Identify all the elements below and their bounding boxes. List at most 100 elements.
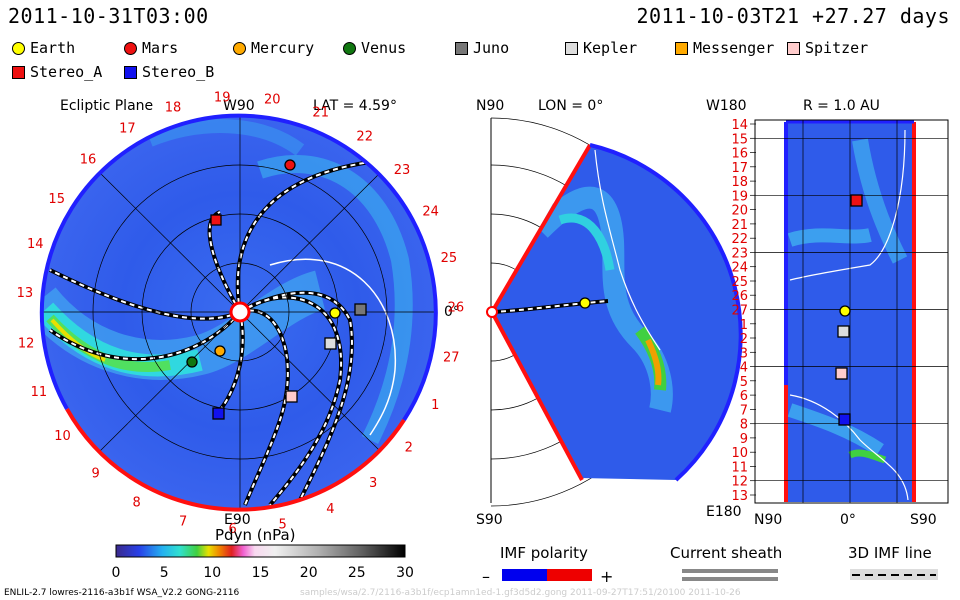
rotation-label: 11 bbox=[31, 385, 48, 400]
legend-stereo-b: Stereo_B bbox=[124, 63, 214, 81]
imf-plus: + bbox=[600, 567, 613, 586]
rotation-label: 10 bbox=[54, 429, 71, 444]
legend-venus: Venus bbox=[343, 39, 406, 57]
rotation-label: 8 bbox=[132, 496, 140, 511]
rotation-label: 14 bbox=[27, 237, 44, 252]
rotation-label: 17 bbox=[119, 122, 136, 137]
meridional-top-label: N90 bbox=[476, 98, 504, 114]
colorbar-tick: 25 bbox=[348, 565, 366, 581]
imf3d-label: 3D IMF line bbox=[848, 544, 932, 562]
imf-plus-swatch bbox=[547, 569, 592, 581]
radial-y-label: 14 bbox=[731, 118, 748, 133]
radial-y-label: 26 bbox=[731, 289, 748, 304]
rotation-label: 13 bbox=[17, 286, 34, 301]
radial-y-label: 5 bbox=[740, 375, 748, 390]
marker-stereo-b-radial bbox=[838, 413, 851, 426]
marker-earth bbox=[329, 307, 341, 319]
rotation-label: 7 bbox=[179, 514, 187, 529]
imf3d-legend: 3D IMF line bbox=[848, 544, 938, 580]
colorbar-tick: 30 bbox=[396, 565, 414, 581]
radial-y-label: 11 bbox=[731, 461, 748, 476]
radial-y-label: 21 bbox=[731, 218, 748, 233]
footer-model-info: ENLIL-2.7 lowres-2116-a3b1f WSA_V2.2 GON… bbox=[4, 588, 240, 598]
radial-y-label: 3 bbox=[740, 346, 748, 361]
rotation-label: 27 bbox=[443, 351, 460, 366]
colorbar-tick: 10 bbox=[203, 565, 221, 581]
colorbar-ticks: 0 5 10 15 20 25 30 bbox=[112, 565, 414, 581]
radial-bottom-label: E180 bbox=[706, 504, 742, 520]
rotation-label: 21 bbox=[312, 106, 329, 121]
radial-y-label: 15 bbox=[731, 132, 748, 147]
panel-meridional: N90 LON = 0° S90 0° bbox=[476, 98, 743, 528]
radial-y-label: 1 bbox=[740, 318, 748, 333]
rotation-label: 4 bbox=[326, 502, 334, 517]
rotation-label: 9 bbox=[92, 467, 100, 482]
radial-y-label: 10 bbox=[731, 446, 748, 461]
legend-messenger: Messenger bbox=[675, 39, 774, 57]
rotation-label: 3 bbox=[369, 476, 377, 491]
radial-y-labels: 1415161718192021222324252627123456789101… bbox=[731, 118, 748, 504]
colorbar: Pdyn (nPa) 0 5 10 15 20 25 30 bbox=[112, 526, 414, 581]
radial-y-label: 19 bbox=[731, 189, 748, 204]
radial-y-label: 9 bbox=[740, 432, 748, 447]
legend-mars: Mars bbox=[124, 39, 178, 57]
radial-x-label-s: S90 bbox=[910, 512, 937, 528]
radial-x-label-0: 0° bbox=[840, 512, 856, 528]
marker-stereo-a bbox=[210, 214, 222, 226]
radial-x-label-n: N90 bbox=[754, 512, 782, 528]
marker-mars bbox=[284, 159, 296, 171]
radial-y-label: 27 bbox=[731, 304, 748, 319]
rotation-label: 5 bbox=[279, 518, 287, 533]
radial-y-label: 17 bbox=[731, 161, 748, 176]
radial-y-label: 25 bbox=[731, 275, 748, 290]
ecliptic-bottom-label: E90 bbox=[224, 512, 251, 528]
rotation-label: 18 bbox=[165, 101, 182, 116]
meridional-title: LON = 0° bbox=[538, 98, 603, 114]
radial-y-label: 2 bbox=[740, 332, 748, 347]
rotation-label: 2 bbox=[405, 441, 413, 456]
meridional-bottom-label: S90 bbox=[476, 512, 503, 528]
rotation-label: 26 bbox=[448, 301, 465, 316]
panel-radial: W180 R = 1.0 AU E180 N90 0° S90 14151617… bbox=[706, 98, 949, 528]
legend-stereo-a: Stereo_A bbox=[12, 63, 102, 81]
radial-y-label: 8 bbox=[740, 418, 748, 433]
rotation-label: 25 bbox=[441, 251, 458, 266]
imf-minus-swatch bbox=[502, 569, 547, 581]
rotation-label: 22 bbox=[356, 130, 373, 145]
marker-earth-meridional bbox=[579, 297, 591, 309]
marker-stereo-b bbox=[212, 407, 225, 420]
marker-earth-radial bbox=[839, 305, 851, 317]
radial-title: R = 1.0 AU bbox=[803, 98, 880, 114]
rotation-label: 16 bbox=[80, 153, 97, 168]
rotation-label: 19 bbox=[214, 91, 231, 106]
imf-label: IMF polarity bbox=[500, 544, 588, 562]
header-run-info: 2011-10-03T21 +27.27 days bbox=[636, 4, 950, 28]
radial-y-label: 16 bbox=[731, 147, 748, 162]
radial-y-label: 20 bbox=[731, 204, 748, 219]
marker-stereo-a-radial bbox=[850, 194, 863, 207]
imf-minus: – bbox=[482, 567, 490, 586]
marker-spitzer-radial bbox=[835, 367, 848, 380]
marker-kepler bbox=[324, 337, 337, 350]
radial-y-label: 4 bbox=[740, 361, 748, 376]
legend-juno: Juno bbox=[455, 39, 509, 57]
rotation-label: 23 bbox=[394, 163, 411, 178]
colorbar-tick: 20 bbox=[300, 565, 318, 581]
ecliptic-title: Ecliptic Plane bbox=[60, 98, 153, 114]
sheath-label: Current sheath bbox=[670, 544, 782, 562]
marker-juno bbox=[354, 303, 367, 316]
radial-y-label: 13 bbox=[731, 489, 748, 504]
ecliptic-lat: LAT = 4.59° bbox=[313, 98, 397, 114]
radial-y-label: 6 bbox=[740, 389, 748, 404]
rotation-labels: 2021222324252627123456789101112131415161… bbox=[17, 91, 465, 537]
legend-mercury: Mercury bbox=[233, 39, 314, 57]
radial-y-label: 7 bbox=[740, 403, 748, 418]
radial-top-label: W180 bbox=[706, 98, 747, 114]
rotation-label: 20 bbox=[264, 92, 281, 107]
rotation-label: 1 bbox=[431, 398, 439, 413]
current-sheath-legend: Current sheath bbox=[670, 544, 782, 581]
radial-y-label: 23 bbox=[731, 246, 748, 261]
panel-ecliptic: Ecliptic Plane LAT = 4.59° W90 E90 0° bbox=[17, 91, 465, 537]
colorbar-tick: 0 bbox=[112, 565, 121, 581]
